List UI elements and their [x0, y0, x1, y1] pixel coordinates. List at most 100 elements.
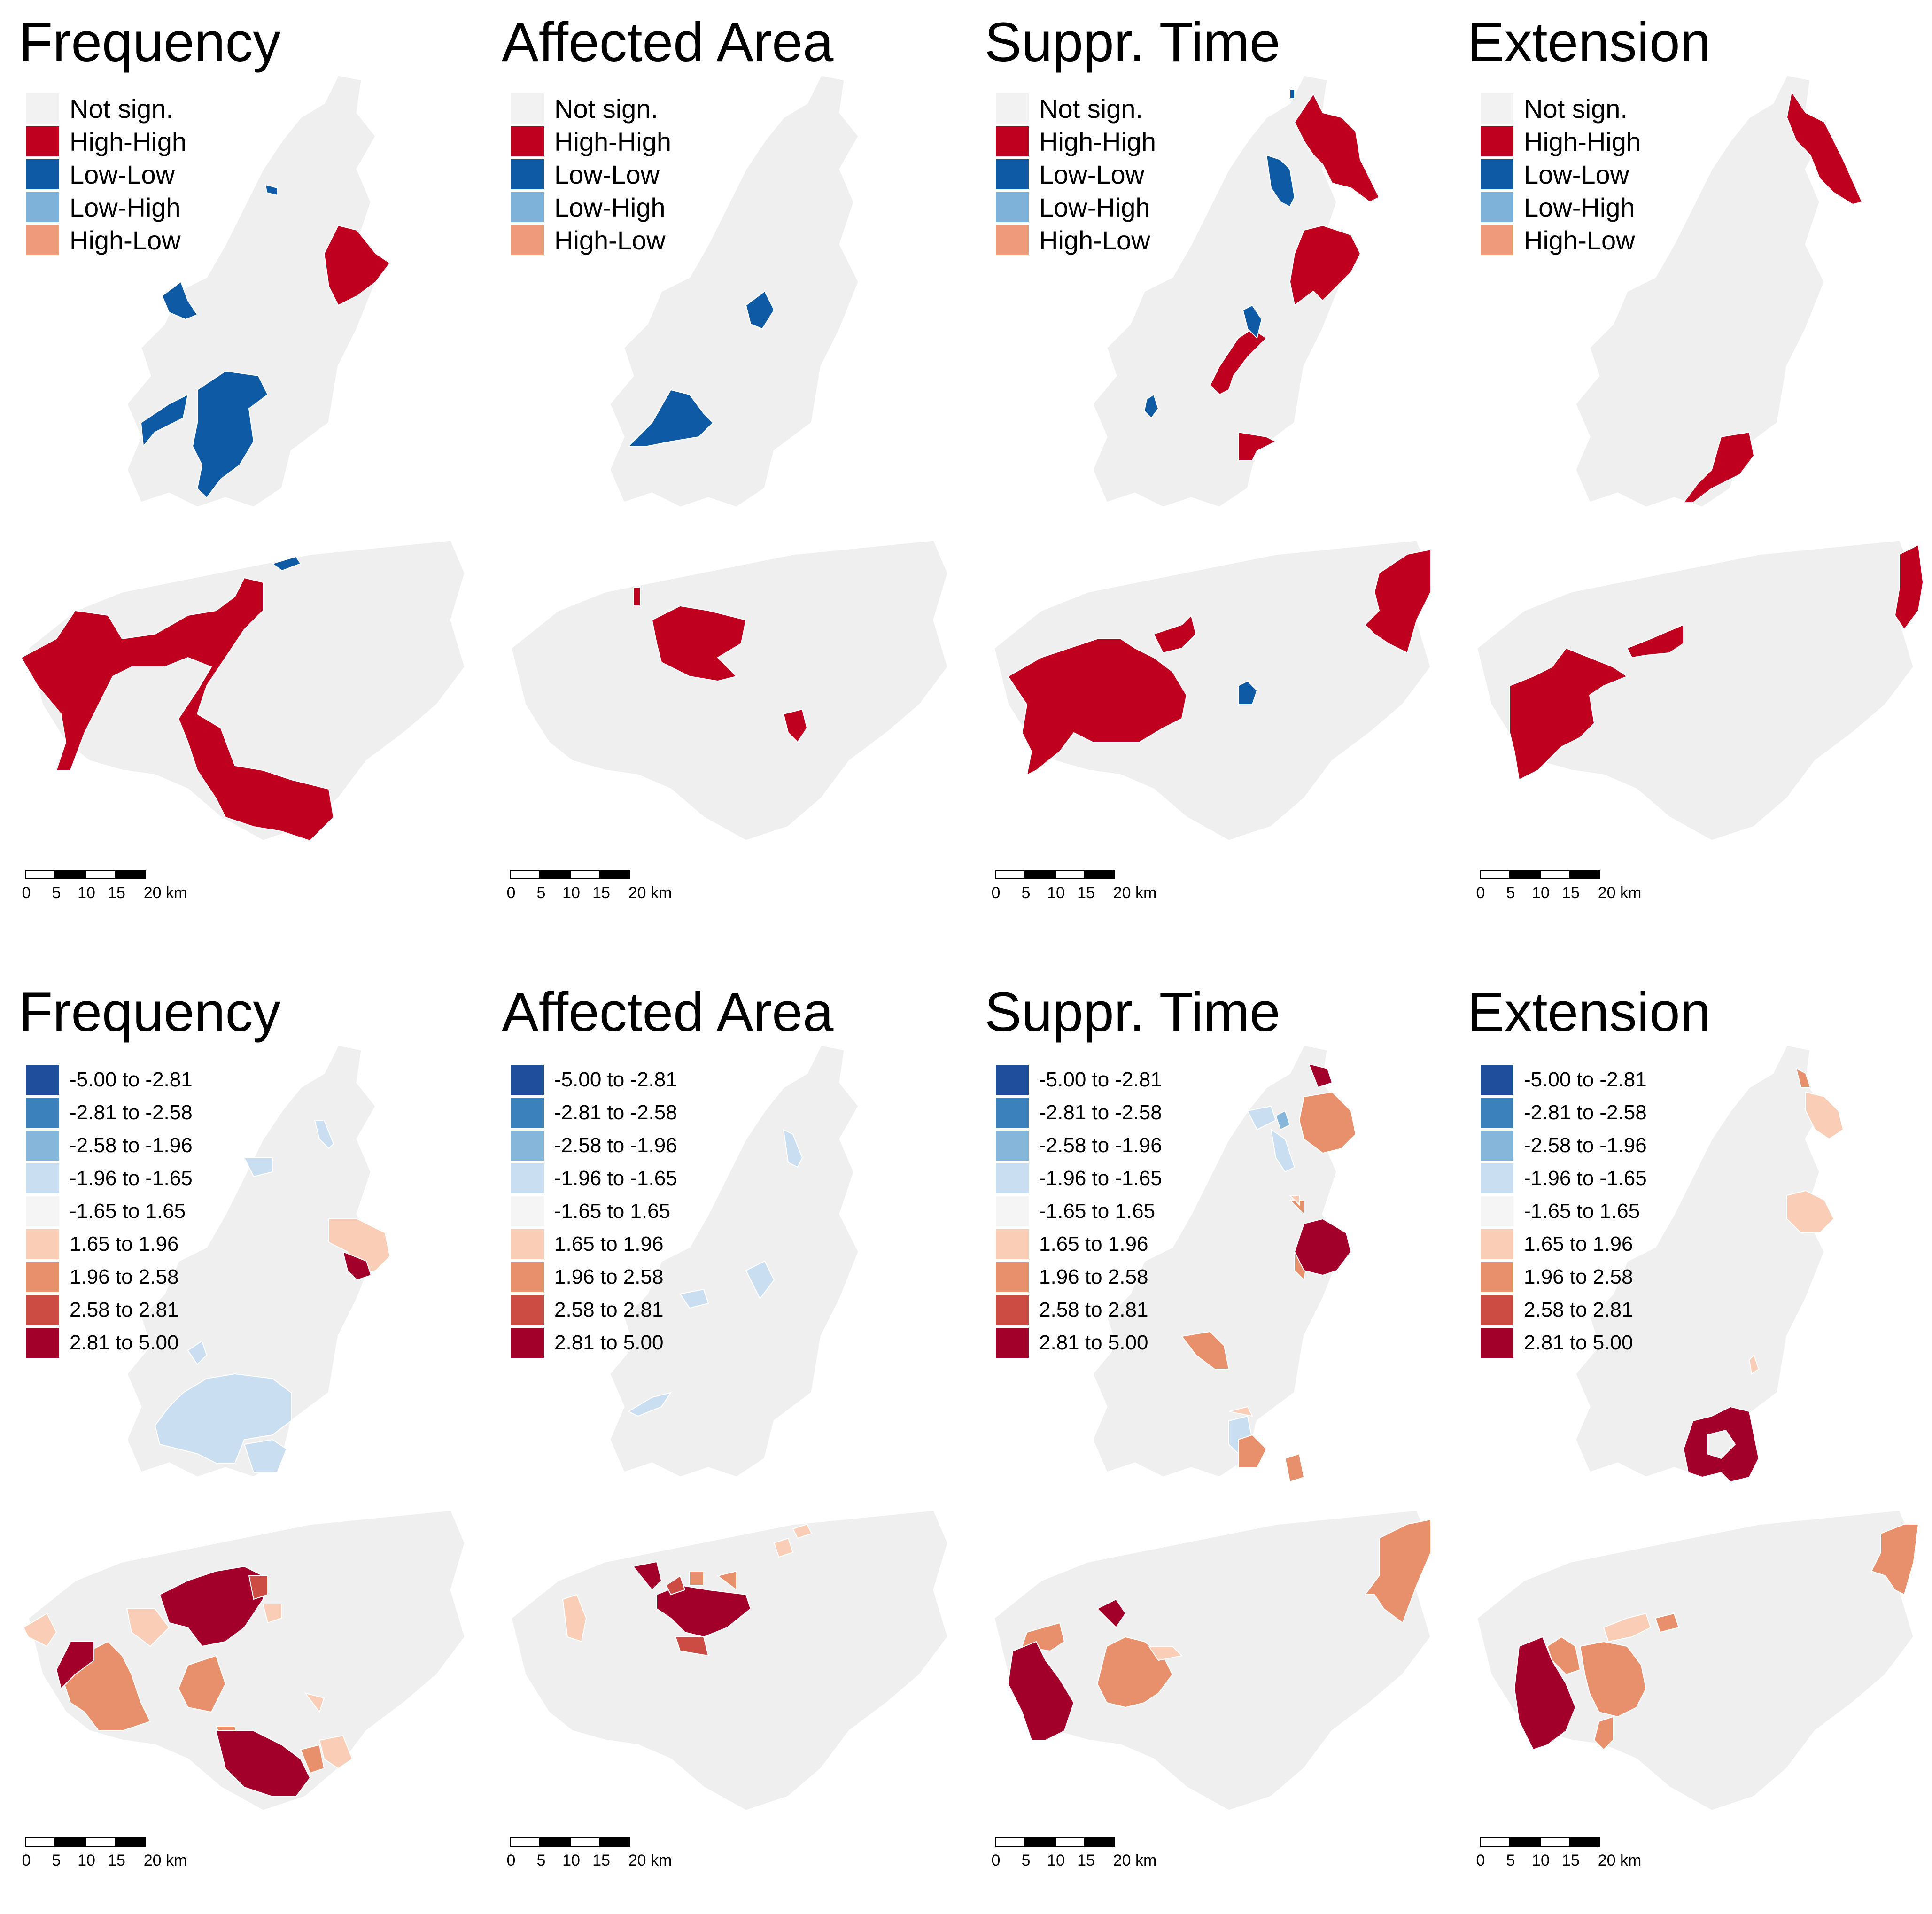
legend-label: -1.96 to -1.65 — [1524, 1167, 1647, 1190]
scale-tick: 10 — [1532, 884, 1550, 902]
legend-item: Low-Low — [1481, 158, 1641, 191]
scale-bar: 0 5 10 15 20 km — [506, 1837, 672, 1871]
legend-item: High-Low — [26, 224, 186, 256]
legend-item: 1.96 to 2.58 — [26, 1261, 193, 1294]
legend-label: High-High — [1039, 126, 1156, 156]
region-map — [993, 74, 1432, 842]
legend-label: -1.65 to 1.65 — [554, 1200, 671, 1223]
legend-swatch — [511, 1065, 544, 1095]
legend-swatch — [1481, 192, 1513, 222]
scale-tick: 0 — [506, 1852, 516, 1869]
legend-item: 1.65 to 1.96 — [511, 1228, 677, 1261]
legend-item: Low-Low — [511, 158, 671, 191]
legend-label: Low-High — [1039, 192, 1150, 222]
region-map — [1476, 1044, 1919, 1812]
legend-label: High-High — [1524, 126, 1641, 156]
legend-label: -2.58 to -1.96 — [1039, 1134, 1162, 1157]
zscore-dark-red — [55, 1251, 372, 1797]
legend-swatch — [1481, 1163, 1513, 1193]
lisa-panel-suppr-time: Suppr. Time — [966, 0, 1449, 944]
legend-item: -5.00 to -2.81 — [1481, 1063, 1647, 1096]
base-map — [27, 1044, 466, 1812]
legend-swatch — [996, 1098, 1029, 1128]
legend-label: 1.65 to 1.96 — [1524, 1232, 1633, 1255]
scale-tick: 20 km — [628, 884, 672, 902]
lisa-legend-extension: Not sign. High-High Low-Low Low-High Hig… — [1481, 92, 1641, 256]
scale-tick: 15 — [1077, 884, 1095, 902]
lisa-legend-frequency: Not sign. High-High Low-Low Low-High Hig… — [26, 92, 186, 256]
legend-item: -1.65 to 1.65 — [511, 1195, 677, 1228]
legend-swatch — [996, 93, 1029, 124]
legend-label: -2.81 to -2.58 — [1039, 1101, 1162, 1124]
region-map — [993, 1044, 1432, 1812]
legend-swatch — [996, 1196, 1029, 1226]
legend-label: 1.96 to 2.58 — [554, 1265, 664, 1288]
legend-item: 1.96 to 2.58 — [996, 1261, 1162, 1294]
legend-label: 2.58 to 2.81 — [554, 1298, 664, 1321]
legend-item: -5.00 to -2.81 — [26, 1063, 193, 1096]
legend-swatch — [1481, 126, 1513, 156]
legend-swatch — [996, 1262, 1029, 1292]
legend-item: -2.81 to -2.58 — [26, 1096, 193, 1129]
legend-swatch — [511, 225, 544, 255]
scale-tick: 5 — [536, 884, 546, 902]
legend-item: Not sign. — [26, 92, 186, 125]
scale-bar: 0 5 10 15 20 km — [507, 870, 672, 904]
scale-tick: 15 — [108, 1852, 125, 1869]
legend-swatch — [26, 1196, 59, 1226]
zscore-light-peach — [23, 1218, 391, 1769]
legend-label: Low-Low — [1039, 159, 1145, 189]
legend-label: Not sign. — [1524, 93, 1628, 124]
legend-swatch — [996, 192, 1029, 222]
legend-label: High-High — [554, 126, 671, 156]
base-map — [1476, 1044, 1915, 1812]
legend-swatch — [26, 1065, 59, 1095]
scale-tick: 0 — [22, 884, 31, 902]
legend-swatch — [26, 126, 59, 156]
scale-bar: 0 5 10 15 20 km — [992, 1837, 1156, 1871]
legend-item: Low-High — [511, 191, 671, 224]
legend-label: -1.96 to -1.65 — [70, 1167, 193, 1190]
base-map — [27, 74, 466, 842]
scale-tick: 15 — [1562, 1852, 1580, 1869]
legend-swatch — [511, 192, 544, 222]
scale-tick: 15 — [1077, 1852, 1095, 1869]
high-high-clusters — [1007, 93, 1431, 776]
zscore-legend-suppr-time: -5.00 to -2.81 -2.81 to -2.58 -2.58 to -… — [996, 1063, 1162, 1359]
legend-swatch — [1481, 1196, 1513, 1226]
scale-tick: 5 — [52, 1852, 61, 1869]
legend-swatch — [996, 159, 1029, 189]
zscore-dark-red — [632, 1561, 752, 1638]
zscore-light-peach — [562, 1523, 813, 1643]
legend-label: -2.81 to -2.58 — [70, 1101, 193, 1124]
legend-item: Not sign. — [996, 92, 1156, 125]
legend-swatch — [26, 1328, 59, 1358]
scale-tick: 5 — [1021, 884, 1031, 902]
hole — [1707, 1429, 1736, 1459]
zscore-peach — [1546, 1068, 1919, 1751]
legend-item: -2.58 to -1.96 — [996, 1129, 1162, 1162]
scale-tick: 10 — [1047, 884, 1065, 902]
legend-label: 1.65 to 1.96 — [70, 1232, 179, 1255]
legend-item: 1.65 to 1.96 — [1481, 1228, 1647, 1261]
panel-title: Suppr. Time — [985, 981, 1280, 1043]
legend-swatch — [26, 159, 59, 189]
legend-swatch — [26, 1295, 59, 1325]
legend-label: High-Low — [1039, 225, 1150, 255]
panel-title: Suppr. Time — [985, 11, 1280, 73]
legend-swatch — [996, 1229, 1029, 1259]
legend-item: -2.81 to -2.58 — [1481, 1096, 1647, 1129]
zscore-very-light-blue — [154, 1120, 334, 1473]
legend-swatch — [511, 93, 544, 124]
region-map — [23, 1044, 466, 1812]
panel-title: Frequency — [19, 981, 281, 1043]
legend-item: -2.81 to -2.58 — [996, 1096, 1162, 1129]
legend-item: Not sign. — [1481, 92, 1641, 125]
legend-swatch — [26, 192, 59, 222]
lisa-legend-affected-area: Not sign. High-High Low-Low Low-High Hig… — [511, 92, 671, 256]
legend-label: 2.81 to 5.00 — [70, 1331, 179, 1354]
legend-swatch — [511, 1196, 544, 1226]
legend-item: 2.58 to 2.81 — [511, 1294, 677, 1326]
legend-label: 1.96 to 2.58 — [1524, 1265, 1633, 1288]
scale-tick: 10 — [1532, 1852, 1550, 1869]
